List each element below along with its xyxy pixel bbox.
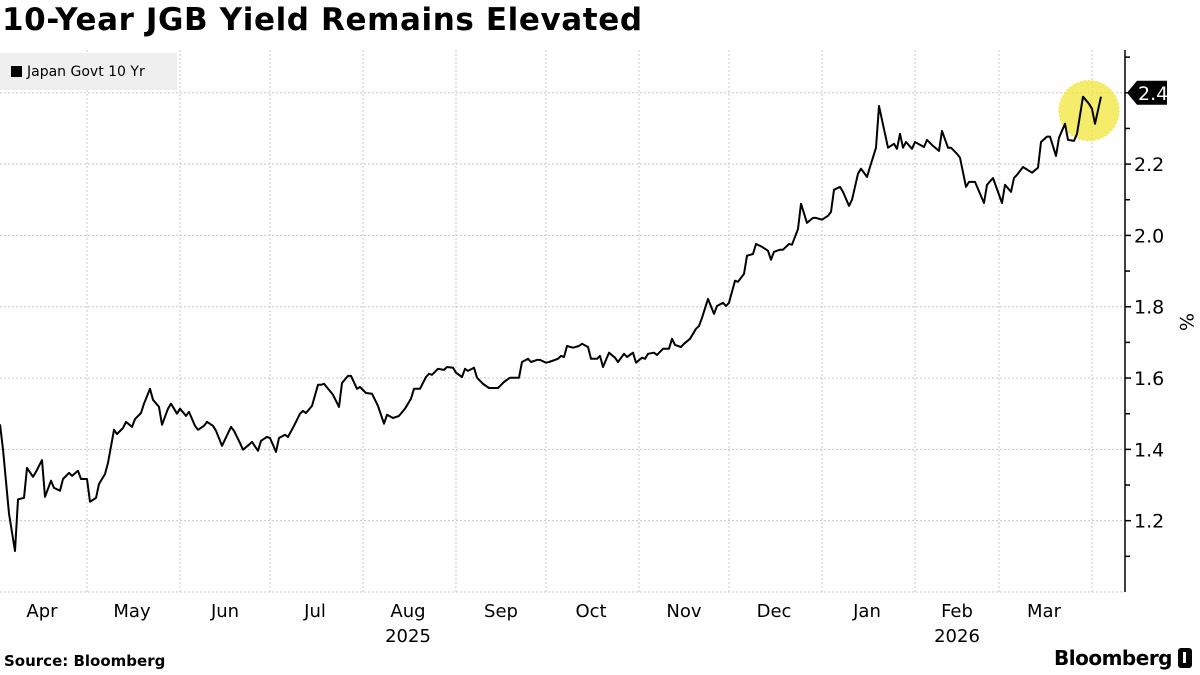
- x-month-label: Sep: [484, 601, 518, 622]
- bloomberg-logo-icon: [1178, 648, 1192, 668]
- legend-swatch: [11, 66, 22, 77]
- x-month-label: Apr: [26, 601, 58, 622]
- logo-text: Bloomberg: [1054, 646, 1172, 670]
- x-axis-labels: Apr May Jun Jul Aug Sep Oct Nov Dec Jan Feb Mar 2025…: [26, 601, 1061, 647]
- y-tick-label: 1.8: [1134, 297, 1164, 319]
- y-tick-label: 1.6: [1134, 368, 1164, 390]
- gridlines: [0, 50, 1125, 593]
- x-month-label: Jul: [303, 601, 326, 622]
- x-month-label: Feb: [941, 601, 973, 622]
- y-axis: 1.2 1.4 1.6 1.8 2.0 2.2 2.4: [1124, 50, 1168, 592]
- x-month-label: Dec: [757, 601, 792, 622]
- x-month-label: Jun: [210, 601, 239, 622]
- source-note: Source: Bloomberg: [4, 652, 166, 670]
- series-line-layer: [0, 95, 1102, 552]
- y-tick-label: 1.2: [1134, 511, 1164, 533]
- x-year-label: 2025: [385, 626, 431, 647]
- highlight-circle: [1058, 80, 1120, 142]
- legend: Japan Govt 10 Yr: [0, 53, 177, 90]
- y-axis-unit-label: %: [1175, 313, 1197, 331]
- x-month-label: Oct: [575, 601, 606, 622]
- y-tick-label: 1.4: [1134, 439, 1164, 461]
- y-tick-label: 2.0: [1134, 225, 1164, 247]
- legend-label: Japan Govt 10 Yr: [27, 63, 145, 80]
- x-year-label: 2026: [934, 626, 980, 647]
- last-value-label: 2.4: [1138, 83, 1168, 105]
- chart-title: 10-Year JGB Yield Remains Elevated: [2, 2, 643, 38]
- x-month-label: Jan: [852, 601, 881, 622]
- series-line-japan-govt-10-yr: [0, 95, 1102, 552]
- x-month-label: Aug: [390, 601, 425, 622]
- y-tick-label: 2.2: [1134, 154, 1164, 176]
- x-month-label: Mar: [1027, 601, 1062, 622]
- x-month-label: May: [113, 601, 151, 622]
- x-month-label: Nov: [666, 601, 701, 622]
- highlight-layer: [1058, 80, 1120, 142]
- bloomberg-logo: Bloomberg: [1054, 646, 1192, 670]
- last-value-marker: [1127, 80, 1167, 105]
